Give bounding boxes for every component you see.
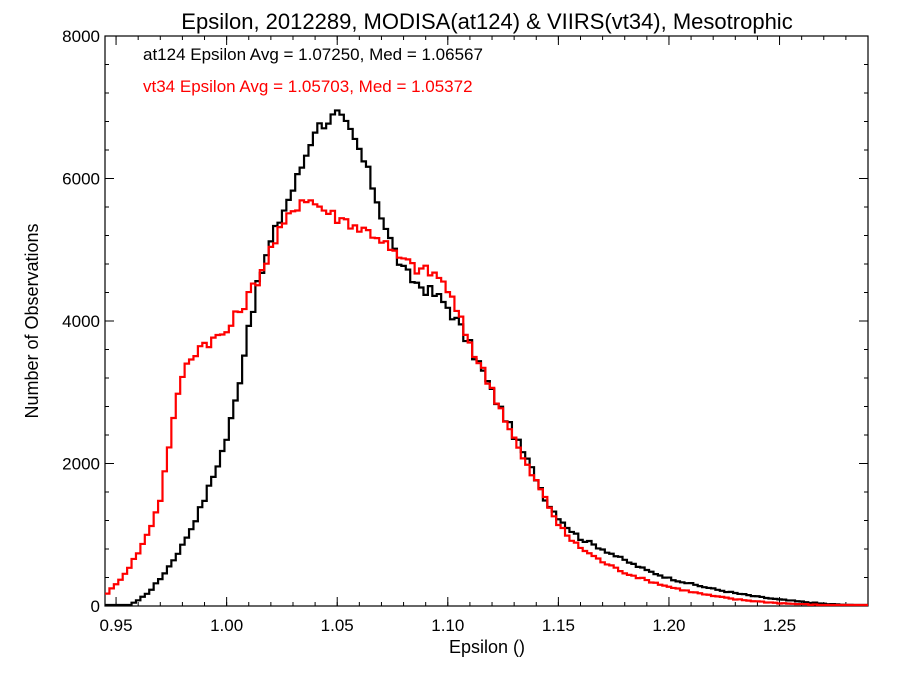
x-tick-label: 1.20 (652, 616, 685, 635)
annotation-at124: at124 Epsilon Avg = 1.07250, Med = 1.065… (143, 45, 483, 64)
y-tick-label: 4000 (62, 312, 100, 331)
x-tick-label: 0.95 (100, 616, 133, 635)
y-tick-label: 2000 (62, 455, 100, 474)
series-line-at124 (105, 109, 868, 607)
x-tick-label: 1.10 (431, 616, 464, 635)
y-tick-label: 6000 (62, 170, 100, 189)
chart-title: Epsilon, 2012289, MODISA(at124) & VIIRS(… (181, 9, 792, 34)
series-layer (105, 109, 868, 607)
plot-frame (104, 35, 869, 607)
x-tick-label: 1.15 (542, 616, 575, 635)
y-axis: 0 2000 4000 6000 8000 (62, 27, 868, 616)
x-tick-label: 1.00 (210, 616, 243, 635)
annotation-vt34: vt34 Epsilon Avg = 1.05703, Med = 1.0537… (143, 77, 473, 96)
x-tick-label: 1.05 (321, 616, 354, 635)
y-tick-label: 8000 (62, 27, 100, 46)
y-tick-label: 0 (91, 597, 100, 616)
series-line-vt34 (105, 199, 868, 607)
y-axis-label: Number of Observations (22, 223, 42, 418)
x-tick-label: 1.25 (763, 616, 796, 635)
x-axis-label: Epsilon () (449, 637, 525, 657)
